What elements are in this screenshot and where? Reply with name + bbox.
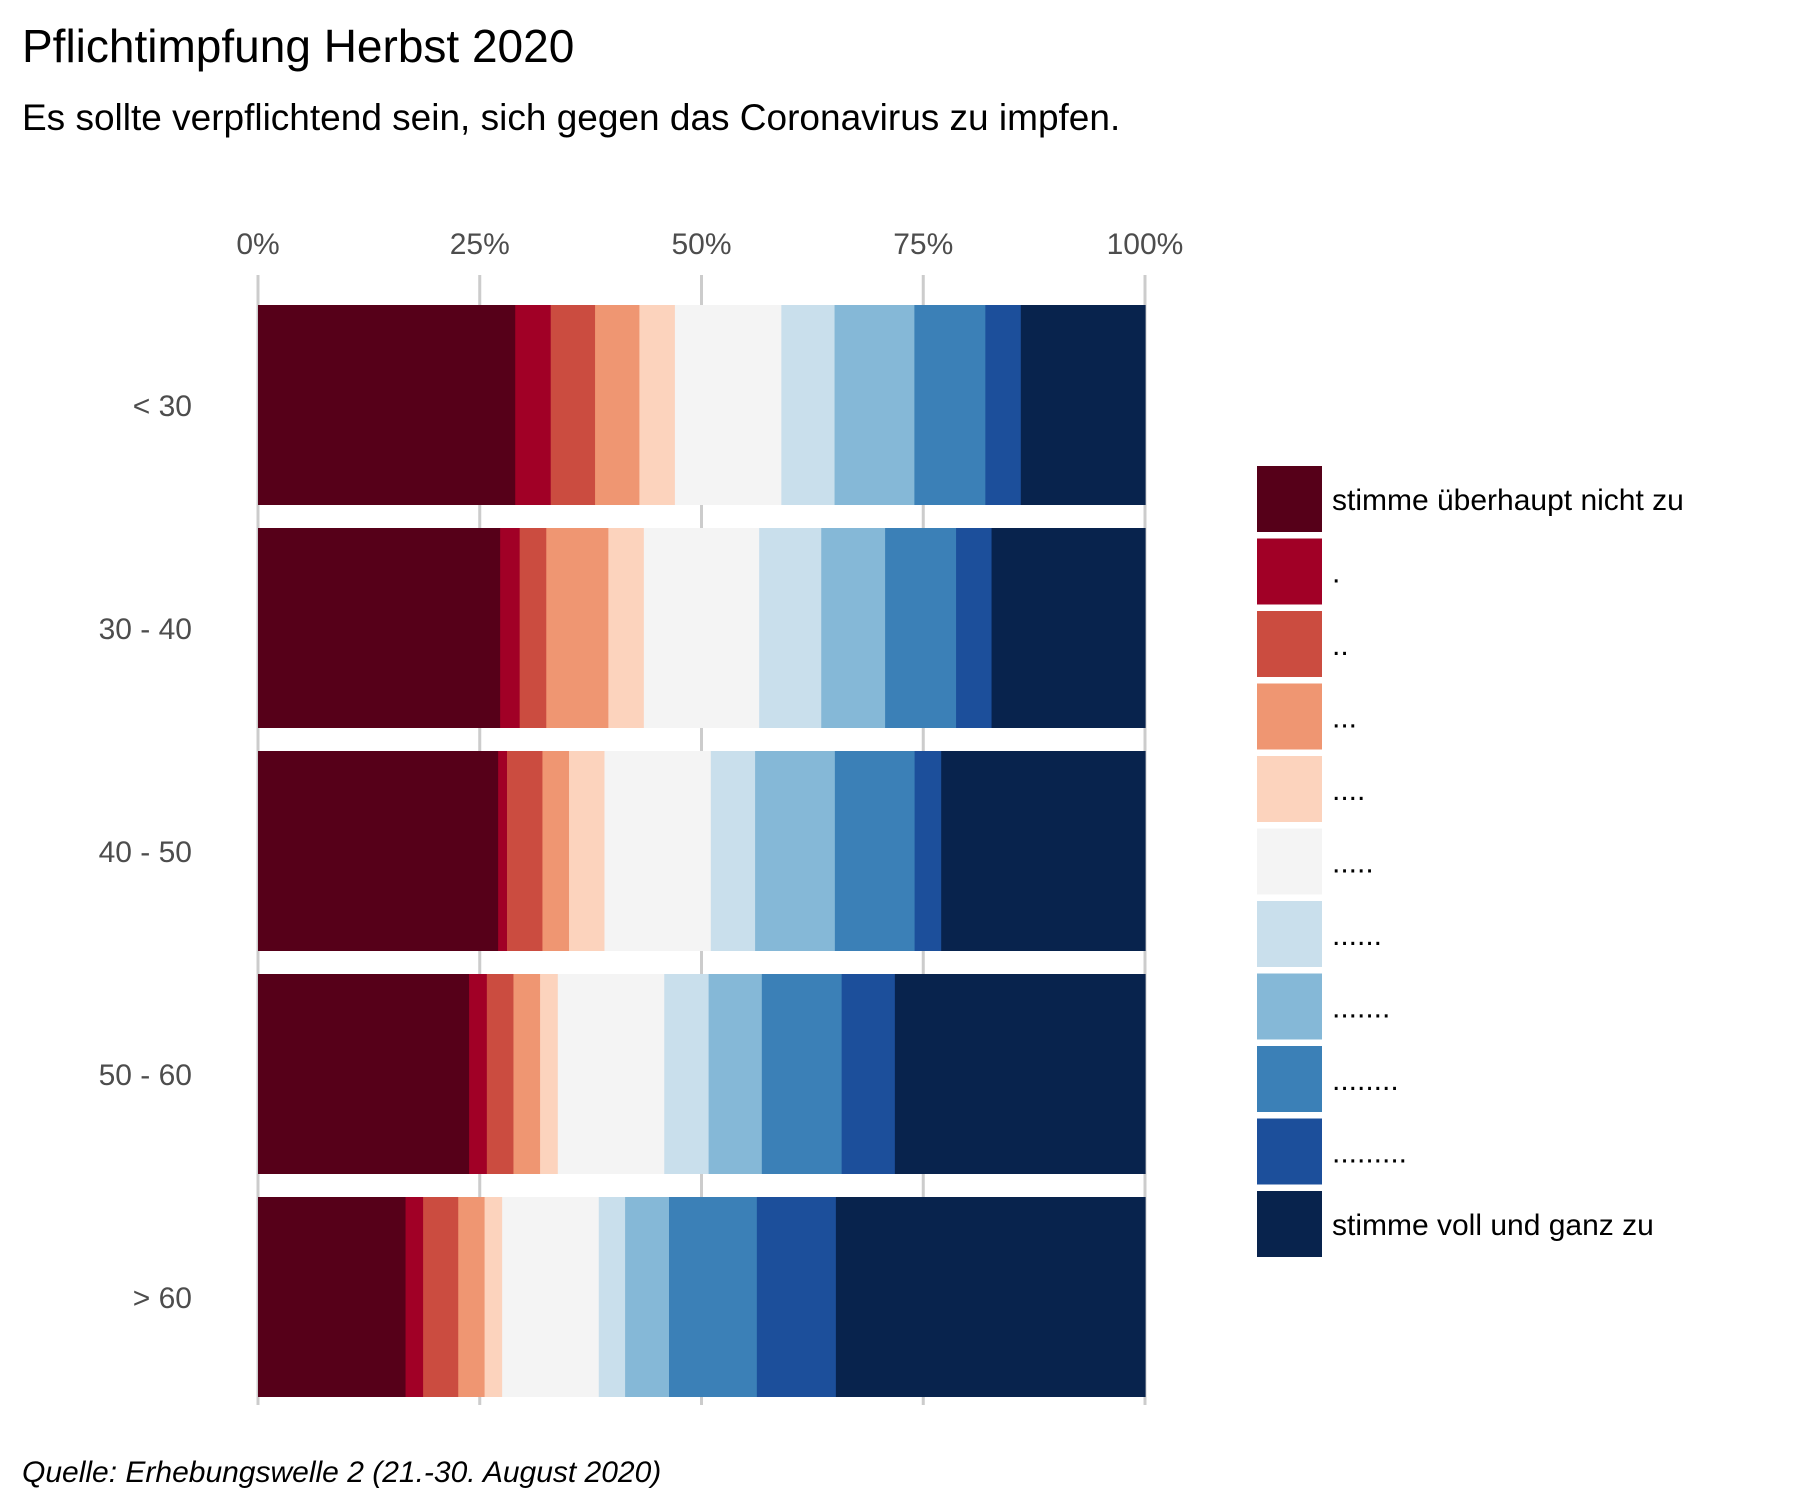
legend-label: ......: [1332, 919, 1382, 952]
bar-segment: [486, 974, 515, 1174]
bar-segment: [625, 1197, 670, 1397]
bar-segment: [405, 1197, 424, 1397]
bar-segment: [674, 305, 782, 505]
legend-label: .: [1332, 557, 1340, 590]
bar-segment: [834, 305, 915, 505]
bar-segment: [664, 974, 710, 1174]
bar-segment: [542, 751, 570, 951]
legend-key: [1257, 973, 1322, 1040]
legend-label: .......: [1332, 992, 1390, 1025]
bar-segment: [557, 974, 665, 1174]
bar-segment: [841, 974, 896, 1174]
bar-segment: [894, 974, 1146, 1174]
legend-key: [1257, 538, 1322, 605]
bar-segment: [519, 528, 547, 728]
y-axis-categories: < 30 30 - 40 40 - 50 50 - 60 > 60: [99, 390, 192, 1315]
bar-segment: [550, 305, 596, 505]
bar-segment: [756, 1197, 837, 1397]
bar-segment: [515, 305, 552, 505]
bar-segment: [755, 751, 836, 951]
bar-segment: [258, 305, 516, 505]
bar-segment: [639, 305, 676, 505]
bar-segment: [502, 1197, 600, 1397]
bar-segment: [759, 528, 822, 728]
chart-subtitle: Es sollte verpflichtend sein, sich gegen…: [22, 97, 1120, 138]
category-label: 40 - 50: [99, 836, 192, 869]
x-tick-label: 25%: [450, 228, 510, 261]
x-axis-ticks: 0% 25% 50% 75% 100%: [236, 228, 1183, 261]
bar-segment: [500, 528, 521, 728]
category-label: 30 - 40: [99, 613, 192, 646]
bar-segment: [941, 751, 1146, 951]
bar-segment: [608, 528, 645, 728]
category-label: 50 - 60: [99, 1059, 192, 1092]
bar-segment: [710, 751, 756, 951]
category-label: > 60: [133, 1282, 192, 1315]
bar-segment: [506, 751, 544, 951]
category-label: < 30: [133, 390, 192, 423]
bar-segment: [423, 1197, 459, 1397]
bar-segment: [956, 528, 993, 728]
bar-segment: [761, 974, 843, 1174]
x-tick-label: 100%: [1107, 228, 1184, 261]
bar-segment: [258, 1197, 407, 1397]
bar-segment: [258, 974, 470, 1174]
bar-segment: [914, 751, 942, 951]
bar-segment: [643, 528, 760, 728]
bar-segment: [834, 751, 916, 951]
legend-key: [1257, 756, 1322, 822]
legend-key: [1257, 611, 1322, 677]
legend-key: [1257, 1046, 1322, 1112]
legend-key: [1257, 683, 1322, 750]
bar-segment: [821, 528, 886, 728]
legend-label: ....: [1332, 774, 1365, 807]
bar-segment: [513, 974, 541, 1174]
chart-title: Pflichtimpfung Herbst 2020: [22, 20, 574, 72]
bar-segment: [258, 751, 499, 951]
bar-segment: [781, 305, 836, 505]
legend-label: ...: [1332, 702, 1357, 735]
chart-caption: Quelle: Erhebungswelle 2 (21.-30. August…: [22, 1456, 661, 1489]
bar-segment: [985, 305, 1022, 505]
bar-segment: [258, 528, 501, 728]
bar-segment: [914, 305, 986, 505]
x-tick-label: 75%: [893, 228, 953, 261]
bar-segment: [708, 974, 763, 1174]
bar-segment: [835, 1197, 1146, 1397]
bar-segment: [598, 1197, 626, 1397]
legend-label: ..: [1332, 629, 1349, 662]
legend-key: [1257, 1191, 1322, 1257]
bar-segment: [885, 528, 957, 728]
bar-segment: [1020, 305, 1146, 505]
bar-segment: [595, 305, 641, 505]
bar-segment: [669, 1197, 758, 1397]
bar-segment: [469, 974, 488, 1174]
legend-label: stimme voll und ganz zu: [1332, 1209, 1654, 1242]
legend-label: .....: [1332, 847, 1374, 880]
bar-segment: [484, 1197, 503, 1397]
bar-segment: [604, 751, 712, 951]
bar-segment: [540, 974, 559, 1174]
legend-label: stimme überhaupt nicht zu: [1332, 484, 1684, 517]
x-tick-label: 0%: [236, 228, 279, 261]
x-tick-label: 50%: [671, 228, 731, 261]
bar-segment: [991, 528, 1146, 728]
bars: [258, 305, 1146, 1397]
legend: stimme überhaupt nicht zu...............…: [1257, 466, 1684, 1257]
legend-label: .........: [1332, 1137, 1407, 1170]
bar-segment: [458, 1197, 486, 1397]
legend-key: [1257, 1118, 1322, 1185]
bar-segment: [546, 528, 609, 728]
legend-key: [1257, 466, 1322, 532]
legend-key: [1257, 828, 1322, 895]
bar-segment: [498, 751, 508, 951]
legend-label: ........: [1332, 1064, 1399, 1097]
legend-key: [1257, 901, 1322, 967]
bar-segment: [569, 751, 606, 951]
